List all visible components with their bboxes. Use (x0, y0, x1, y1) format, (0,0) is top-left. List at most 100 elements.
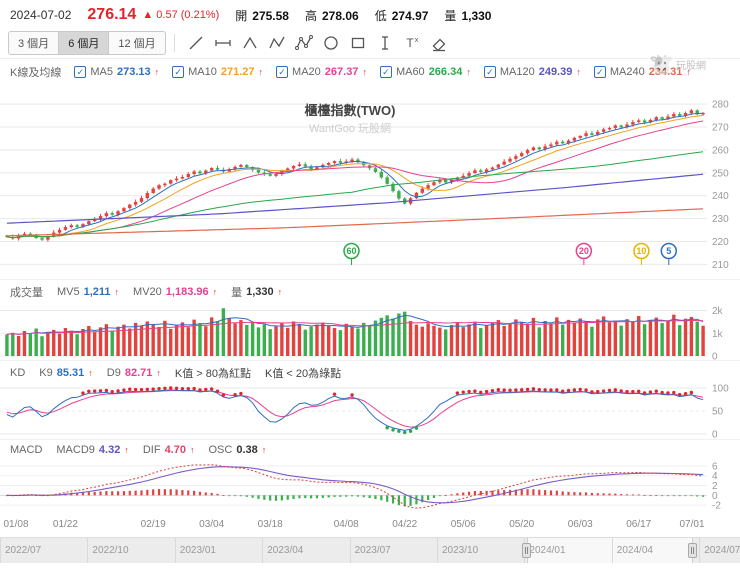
volume-field: 量 1,330 (444, 7, 491, 24)
svg-text:T: T (406, 36, 414, 50)
high-field: 高 278.06 (305, 7, 359, 24)
x-tick-03-18: 03/18 (257, 519, 283, 530)
ma-legend-ma240: ✓ MA240 234.31 ↑ (593, 66, 691, 78)
zigzag-tool-button[interactable] (265, 32, 289, 54)
main-price-chart-canvas[interactable]: 280 270 260 250 240 230 220 210 櫃檯指數(TWO) WantGoo… (0, 83, 740, 279)
dif-label: DIF (142, 444, 161, 456)
ma20-value: 267.37 (324, 66, 359, 78)
cursor-tool-button[interactable] (373, 32, 397, 54)
mv5-line (6, 314, 704, 335)
y-axis-tick: 6 (712, 461, 718, 472)
y-axis-tick: 270 (712, 123, 729, 134)
macd-header: MACD MACD9 4.32 ↑ DIF 4.70 ↑ OSC 0.38 ↑ (0, 439, 740, 458)
y-axis-tick: 100 (712, 384, 729, 395)
osc-histogram[interactable] (5, 489, 705, 507)
k9-value: 85.31 (56, 367, 85, 379)
volume-legend-vol: 量 1,330 ↑ (231, 284, 282, 300)
ma-badge-10[interactable]: 10 (633, 242, 650, 266)
navigator-right-handle[interactable] (688, 543, 698, 558)
x-tick-06-03: 06/03 (567, 519, 593, 530)
volume-header: 成交量 MV5 1,211 ↑ MV20 1,183.96 ↑ 量 1,330 ↑ (0, 279, 740, 302)
kd-legend-d9: D9 82.71 ↑ (107, 367, 161, 379)
eraser-tool-button[interactable] (427, 32, 451, 54)
osc-value: 0.38 (236, 444, 258, 456)
ma-badge-60[interactable]: 60 (343, 242, 360, 266)
ma-legend-ma120: ✓ MA120 249.39 ↑ (483, 66, 581, 78)
ma-legend: ✓ MA5 273.13 ↑ ✓ MA10 271.27 ↑ ✓ MA20 267.37 ↑ ✓ MA60… (74, 66, 691, 78)
kd-chart-canvas[interactable]: 100 50 0 (0, 383, 740, 439)
osc-label: OSC (208, 444, 233, 456)
handle-grip (693, 547, 695, 554)
period-tab-12m[interactable]: 12 個月 (108, 31, 166, 55)
vol-value: 1,330 (246, 286, 274, 298)
angle-tool-button[interactable] (238, 32, 262, 54)
ma120-label: MA120 (499, 66, 535, 78)
angle-icon (243, 36, 257, 49)
up-arrow-icon: ↑ (114, 287, 120, 297)
up-arrow-icon: ↑ (261, 445, 267, 455)
period-tab-3m[interactable]: 3 個月 (8, 31, 60, 55)
navigator-label: 2024/07 (699, 538, 740, 563)
ma20-checkbox[interactable]: ✓ (276, 66, 289, 78)
trend-line-icon (189, 36, 203, 50)
chart-title: 櫃檯指數(TWO) (305, 103, 396, 118)
low-field: 低 274.97 (375, 7, 429, 24)
macd-legend-osc: OSC 0.38 ↑ (208, 444, 266, 456)
svg-text:10: 10 (636, 246, 646, 256)
up-arrow-icon: ↑ (156, 368, 161, 378)
ma240-value: 234.31 (648, 66, 683, 78)
ellipse-tool-button[interactable] (319, 32, 343, 54)
ma-badge-5[interactable]: 5 (660, 242, 678, 266)
mv20-label: MV20 (133, 286, 162, 298)
d9-label: D9 (106, 367, 121, 379)
last-price: 276.14 (87, 6, 137, 23)
period-tabs: 3 個月 6 個月 12 個月 (8, 31, 166, 55)
zigzag-points-tool-button[interactable] (292, 32, 316, 54)
k-line (6, 389, 704, 431)
d9-value: 82.71 (124, 367, 153, 379)
ma60-label: MA60 (395, 66, 425, 78)
ma10-checkbox[interactable]: ✓ (172, 66, 185, 78)
y-axis-tick: 250 (712, 168, 729, 179)
timeline-navigator[interactable]: 2022/07 2022/10 2023/01 2023/04 2023/07 2023/… (0, 537, 740, 563)
ma120-line (6, 173, 704, 224)
d-line (6, 389, 704, 428)
ma-legend-row: K線及均線 ✓ MA5 273.13 ↑ ✓ MA10 271.27 ↑ ✓ MA20 267.37… (0, 59, 740, 83)
y-axis-tick: 1k (712, 329, 724, 340)
macd9-label: MACD9 (56, 444, 95, 456)
navigator-selection[interactable] (526, 538, 693, 563)
macd-legend-title: MACD (10, 444, 43, 456)
ma-badge-20[interactable]: 20 (575, 242, 593, 266)
ma5-checkbox[interactable]: ✓ (74, 66, 87, 78)
navigator-label: 2022/10 (87, 538, 129, 563)
volume-label: 量 (444, 8, 457, 23)
dif-value: 4.70 (164, 444, 186, 456)
ma-legend-ma60: ✓ MA60 266.34 ↑ (379, 66, 471, 78)
open-value: 275.58 (252, 8, 289, 23)
macd9-line (6, 466, 704, 504)
y-axis-tick: -2 (712, 501, 721, 512)
rectangle-tool-button[interactable] (346, 32, 370, 54)
open-label: 開 (235, 8, 248, 23)
volume-bars[interactable] (5, 308, 705, 356)
ma120-checkbox[interactable]: ✓ (483, 66, 496, 78)
ma5-line (6, 112, 704, 239)
mv20-value: 1,183.96 (165, 286, 209, 298)
toolbar-divider (173, 34, 175, 52)
volume-chart-canvas[interactable]: 2k 1k 0 (0, 302, 740, 360)
period-tab-6m[interactable]: 6 個月 (58, 31, 110, 55)
navigator-left-handle[interactable] (522, 543, 532, 558)
ma240-label: MA240 (609, 66, 645, 78)
up-arrow-icon: ↑ (154, 67, 160, 77)
vol-label: 量 (231, 287, 243, 299)
trend-line-tool-button[interactable] (184, 32, 208, 54)
volume-value: 1,330 (461, 8, 492, 23)
ma240-checkbox[interactable]: ✓ (593, 66, 606, 78)
horizontal-line-tool-button[interactable] (211, 32, 235, 54)
volume-legend-mv20: MV20 1,183.96 ↑ (133, 286, 217, 298)
ma60-checkbox[interactable]: ✓ (379, 66, 392, 78)
